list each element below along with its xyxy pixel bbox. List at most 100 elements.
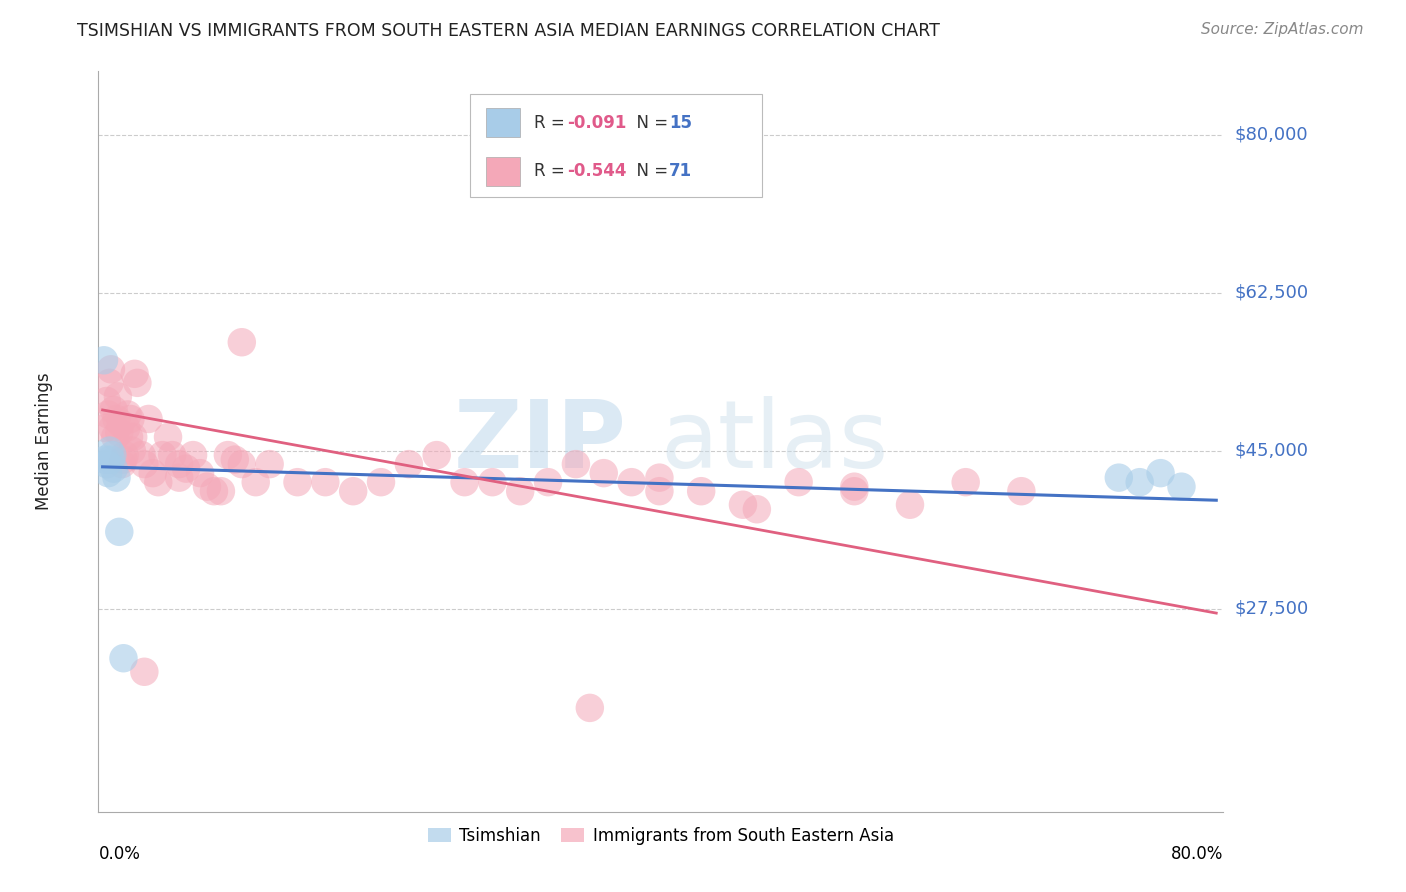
Point xyxy=(111,457,134,471)
Point xyxy=(231,457,253,471)
Point xyxy=(509,484,531,499)
FancyBboxPatch shape xyxy=(470,94,762,197)
Point xyxy=(217,448,239,462)
Point xyxy=(138,412,160,426)
Point xyxy=(955,475,977,490)
Point xyxy=(98,443,121,458)
Point xyxy=(690,484,713,499)
Text: -0.544: -0.544 xyxy=(568,162,627,180)
Point xyxy=(103,461,125,475)
Point xyxy=(94,452,117,467)
Point xyxy=(97,466,120,480)
Point xyxy=(1170,480,1192,494)
Point xyxy=(209,484,232,499)
Point xyxy=(167,470,190,484)
Text: $80,000: $80,000 xyxy=(1234,126,1308,144)
Text: $27,500: $27,500 xyxy=(1234,599,1309,617)
Point xyxy=(100,362,122,376)
Point xyxy=(314,475,336,490)
Point xyxy=(122,430,145,444)
Point xyxy=(105,470,128,484)
Point xyxy=(108,425,131,440)
Point xyxy=(342,484,364,499)
Point xyxy=(157,430,180,444)
Point xyxy=(120,412,142,426)
Point xyxy=(112,452,135,467)
Point xyxy=(592,466,614,480)
Text: 71: 71 xyxy=(669,162,692,180)
Point xyxy=(745,502,768,516)
Text: N =: N = xyxy=(626,113,673,132)
Point xyxy=(898,498,921,512)
Point xyxy=(100,452,122,467)
Text: Source: ZipAtlas.com: Source: ZipAtlas.com xyxy=(1201,22,1364,37)
Point xyxy=(731,498,754,512)
Point xyxy=(98,376,121,390)
Point xyxy=(121,443,143,458)
Point xyxy=(1010,484,1032,499)
Text: ZIP: ZIP xyxy=(454,395,627,488)
Point xyxy=(142,466,165,480)
Point xyxy=(844,480,866,494)
FancyBboxPatch shape xyxy=(486,108,520,137)
Point xyxy=(160,448,183,462)
Point xyxy=(648,484,671,499)
Point xyxy=(107,389,129,403)
Point xyxy=(370,475,392,490)
Point xyxy=(1108,470,1130,484)
Point xyxy=(787,475,810,490)
Point xyxy=(97,408,120,422)
Point xyxy=(231,335,253,350)
Text: N =: N = xyxy=(626,162,673,180)
Point xyxy=(1149,466,1171,480)
Point xyxy=(105,412,128,426)
Point xyxy=(537,475,560,490)
Point xyxy=(127,376,149,390)
Point xyxy=(115,421,138,435)
Point xyxy=(93,353,115,368)
Point xyxy=(195,480,218,494)
Point xyxy=(426,448,449,462)
FancyBboxPatch shape xyxy=(486,156,520,186)
Point xyxy=(124,367,146,381)
Point xyxy=(579,701,602,715)
Point xyxy=(103,403,125,417)
Point xyxy=(188,466,211,480)
Point xyxy=(96,393,118,408)
Text: R =: R = xyxy=(534,113,569,132)
Text: atlas: atlas xyxy=(661,395,889,488)
Text: Median Earnings: Median Earnings xyxy=(35,373,53,510)
Point xyxy=(117,408,139,422)
Point xyxy=(398,457,420,471)
Point xyxy=(112,651,135,665)
Point xyxy=(114,448,136,462)
Point xyxy=(648,470,671,484)
Point xyxy=(181,448,204,462)
Text: TSIMSHIAN VS IMMIGRANTS FROM SOUTH EASTERN ASIA MEDIAN EARNINGS CORRELATION CHAR: TSIMSHIAN VS IMMIGRANTS FROM SOUTH EASTE… xyxy=(77,22,941,40)
Text: $45,000: $45,000 xyxy=(1234,442,1309,459)
Point xyxy=(1129,475,1152,490)
Point xyxy=(620,475,643,490)
Point xyxy=(174,461,197,475)
Point xyxy=(101,448,124,462)
Point xyxy=(131,448,153,462)
Point xyxy=(259,457,281,471)
Point xyxy=(104,430,127,444)
Point xyxy=(167,457,190,471)
Point xyxy=(287,475,309,490)
Text: -0.091: -0.091 xyxy=(568,113,627,132)
Point xyxy=(565,457,588,471)
Point xyxy=(453,475,475,490)
Point xyxy=(94,421,117,435)
Text: 15: 15 xyxy=(669,113,692,132)
Point xyxy=(148,475,170,490)
Point xyxy=(245,475,267,490)
Point xyxy=(118,430,141,444)
Point xyxy=(224,452,246,467)
Point xyxy=(101,421,124,435)
Point xyxy=(108,524,131,539)
Text: 80.0%: 80.0% xyxy=(1171,845,1223,863)
Point xyxy=(110,417,132,431)
Legend: Tsimshian, Immigrants from South Eastern Asia: Tsimshian, Immigrants from South Eastern… xyxy=(422,820,900,852)
Point xyxy=(134,665,156,679)
